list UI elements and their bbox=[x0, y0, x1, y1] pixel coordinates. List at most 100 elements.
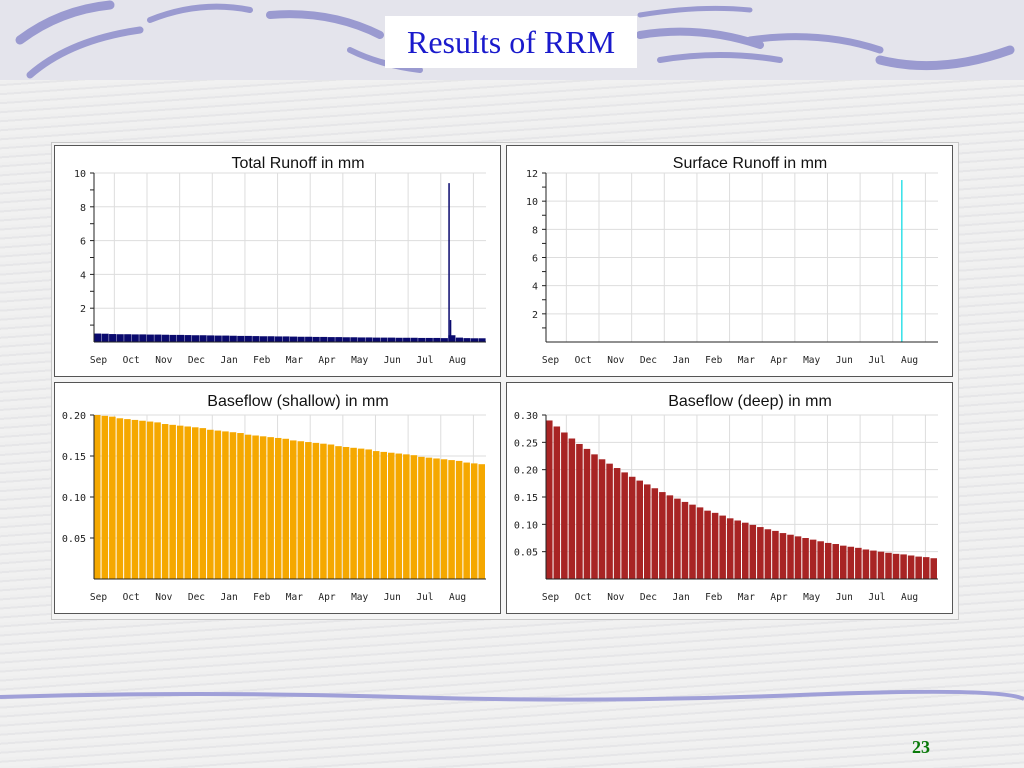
x-tick-label: Dec bbox=[640, 592, 657, 603]
x-tick-label: Oct bbox=[575, 355, 592, 366]
y-tick-label: 8 bbox=[80, 203, 86, 214]
bar bbox=[169, 424, 176, 579]
chart-panel-baseflow-deep: Baseflow (deep) in mm 0.05 0.10 0.15 0.20 0.2… bbox=[506, 382, 953, 614]
bar bbox=[403, 454, 410, 579]
bar bbox=[915, 556, 922, 579]
bar bbox=[659, 492, 666, 579]
x-tick-label: Oct bbox=[575, 592, 592, 603]
bar bbox=[131, 419, 139, 579]
y-tick-label: 4 bbox=[80, 270, 86, 281]
bar bbox=[372, 337, 381, 342]
bar bbox=[892, 553, 900, 579]
x-tick-label: Nov bbox=[607, 592, 624, 603]
bar bbox=[568, 438, 576, 579]
y-tick-label: 0.30 bbox=[514, 411, 538, 422]
y-tick-label: 0.20 bbox=[514, 466, 538, 477]
bar bbox=[222, 431, 229, 579]
x-tick-label: Dec bbox=[188, 355, 205, 366]
bar bbox=[726, 518, 734, 579]
bar bbox=[403, 337, 411, 342]
bar bbox=[109, 334, 117, 342]
bar bbox=[161, 424, 169, 579]
bar bbox=[930, 558, 937, 579]
bar bbox=[674, 498, 681, 579]
bar bbox=[689, 504, 696, 579]
x-tick-label: Nov bbox=[155, 592, 172, 603]
bar bbox=[94, 415, 101, 579]
bar bbox=[425, 337, 433, 342]
bar bbox=[666, 495, 674, 579]
x-tick-label: Dec bbox=[640, 355, 657, 366]
bar bbox=[470, 463, 478, 579]
bar bbox=[184, 426, 191, 579]
x-tick-label: Apr bbox=[770, 355, 787, 366]
bar bbox=[862, 549, 870, 579]
page-number: 23 bbox=[912, 737, 930, 757]
bar bbox=[463, 338, 471, 342]
x-tick-label: Oct bbox=[123, 592, 140, 603]
bar bbox=[433, 337, 441, 342]
bar bbox=[139, 420, 146, 579]
chart-title: Surface Runoff in mm bbox=[673, 155, 827, 172]
x-tick-label: Feb bbox=[253, 592, 270, 603]
bar bbox=[613, 468, 621, 579]
chart-0: Total Runoff in mm 2 4 6 8 10 Sep Oct Nov Dec Jan F… bbox=[74, 155, 486, 366]
bar bbox=[350, 337, 358, 342]
bar bbox=[207, 429, 214, 579]
bar bbox=[139, 334, 147, 342]
x-tick-label: Jun bbox=[836, 592, 853, 603]
bar bbox=[267, 437, 274, 579]
x-tick-label: Jan bbox=[221, 355, 238, 366]
bar bbox=[154, 334, 162, 342]
bar bbox=[229, 432, 237, 579]
x-tick-label: Mar bbox=[286, 355, 303, 366]
bar bbox=[907, 555, 915, 579]
x-tick-label: May bbox=[803, 592, 820, 603]
bar bbox=[161, 334, 169, 342]
x-tick-label: Jan bbox=[673, 592, 690, 603]
bar bbox=[237, 433, 244, 579]
y-tick-label: 0.20 bbox=[62, 411, 86, 422]
bar bbox=[696, 507, 704, 579]
bar bbox=[214, 430, 222, 579]
wave-decoration bbox=[15, 0, 1015, 79]
bar bbox=[395, 453, 403, 579]
bar bbox=[817, 541, 824, 579]
x-tick-label: Jan bbox=[673, 355, 690, 366]
bar bbox=[320, 443, 327, 579]
bar bbox=[478, 338, 486, 342]
y-tick-label: 4 bbox=[532, 282, 538, 293]
bar bbox=[252, 435, 259, 579]
x-tick-label: Apr bbox=[318, 355, 335, 366]
bar bbox=[742, 522, 749, 579]
bar bbox=[116, 334, 124, 342]
bar bbox=[779, 533, 787, 579]
chart-title: Baseflow (shallow) in mm bbox=[207, 393, 388, 410]
bar bbox=[274, 437, 282, 579]
bar bbox=[847, 546, 855, 579]
bar bbox=[651, 488, 659, 579]
slide-title: Results of RRM bbox=[385, 16, 637, 68]
bar bbox=[772, 530, 779, 579]
chart-1: Surface Runoff in mm 2 4 6 8 10 12 Sep Oct Nov Dec… bbox=[526, 155, 938, 366]
y-tick-label: 10 bbox=[74, 169, 86, 180]
x-tick-label: Sep bbox=[542, 592, 559, 603]
y-tick-label: 0.15 bbox=[514, 493, 538, 504]
bar bbox=[553, 426, 561, 579]
x-tick-label: Apr bbox=[318, 592, 335, 603]
bar bbox=[644, 484, 651, 579]
bar bbox=[380, 337, 388, 342]
bar bbox=[900, 554, 907, 579]
bar bbox=[207, 335, 215, 342]
bar bbox=[244, 335, 252, 342]
bar bbox=[576, 443, 583, 579]
bar bbox=[116, 418, 124, 579]
bar bbox=[598, 459, 606, 579]
bar bbox=[591, 454, 598, 579]
x-tick-label: Aug bbox=[449, 355, 466, 366]
bar bbox=[840, 545, 847, 579]
bar bbox=[440, 338, 448, 342]
bar bbox=[244, 434, 252, 579]
bar bbox=[169, 334, 177, 342]
bar bbox=[176, 425, 184, 579]
